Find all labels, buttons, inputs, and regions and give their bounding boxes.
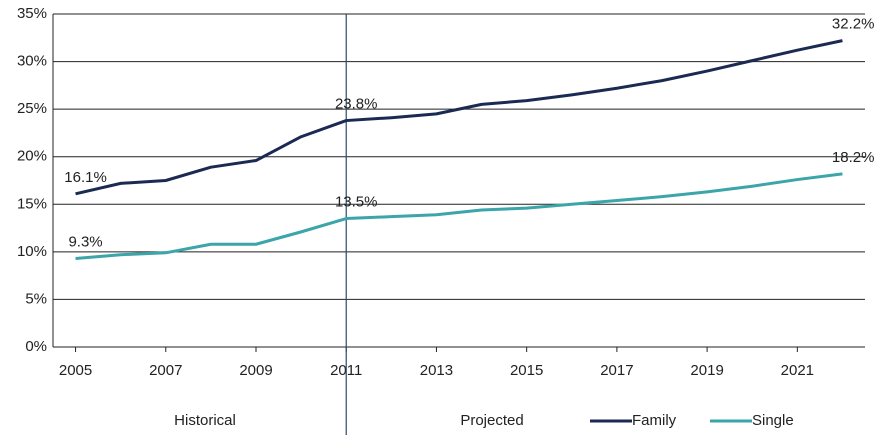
x-tick-label: 2019 (690, 362, 723, 379)
x-tick-label: 2013 (420, 362, 453, 379)
x-tick-label: 2015 (510, 362, 543, 379)
y-tick-label: 20% (17, 148, 47, 165)
x-tick-label: 2021 (781, 362, 814, 379)
x-tick-label: 2009 (239, 362, 272, 379)
x-tick-label: 2007 (149, 362, 182, 379)
y-tick-label: 25% (17, 100, 47, 117)
y-tick-label: 30% (17, 53, 47, 70)
data-label: 9.3% (68, 233, 102, 250)
legend-label: Family (632, 412, 677, 429)
y-tick-label: 0% (25, 338, 47, 355)
series-line (75, 39, 843, 196)
legend-label: Single (752, 412, 794, 429)
y-tick-label: 35% (17, 5, 47, 22)
x-tick-label: 2005 (59, 362, 92, 379)
data-label: 32.2% (832, 16, 875, 33)
data-label: 16.1% (64, 169, 107, 186)
y-tick-label: 5% (25, 290, 47, 307)
data-label: 18.2% (832, 149, 875, 166)
annotation: Historical (174, 412, 236, 429)
series-line (75, 172, 843, 261)
y-tick-label: 15% (17, 195, 47, 212)
y-tick-label: 10% (17, 243, 47, 260)
annotation: Projected (460, 412, 523, 429)
data-label: 23.8% (335, 96, 378, 113)
x-tick-label: 2017 (600, 362, 633, 379)
data-label: 13.5% (335, 194, 378, 211)
